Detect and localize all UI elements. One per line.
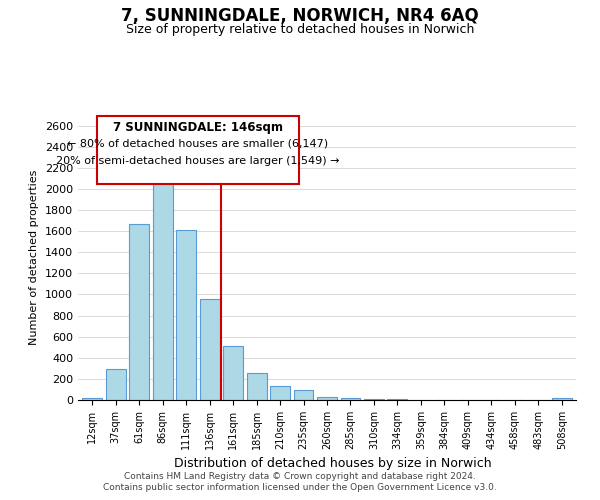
Text: 7, SUNNINGDALE, NORWICH, NR4 6AQ: 7, SUNNINGDALE, NORWICH, NR4 6AQ: [121, 8, 479, 26]
Bar: [106, 369, 125, 400]
Bar: [364, 399, 384, 400]
Text: ← 80% of detached houses are smaller (6,147): ← 80% of detached houses are smaller (6,…: [67, 138, 328, 148]
Bar: [223, 346, 243, 400]
Text: 20% of semi-detached houses are larger (1,549) →: 20% of semi-detached houses are larger (…: [56, 156, 340, 166]
Text: Contains HM Land Registry data © Crown copyright and database right 2024.: Contains HM Land Registry data © Crown c…: [124, 472, 476, 481]
Bar: [200, 298, 220, 400]
Bar: [129, 224, 149, 400]
Bar: [176, 230, 196, 400]
Bar: [152, 174, 173, 400]
Bar: [270, 386, 290, 400]
Bar: [247, 373, 266, 400]
Bar: [317, 397, 337, 400]
Text: Contains public sector information licensed under the Open Government Licence v3: Contains public sector information licen…: [103, 484, 497, 492]
Y-axis label: Number of detached properties: Number of detached properties: [29, 170, 40, 345]
Text: Size of property relative to detached houses in Norwich: Size of property relative to detached ho…: [126, 22, 474, 36]
Bar: [341, 398, 361, 400]
Bar: [82, 398, 102, 400]
Text: 7 SUNNINGDALE: 146sqm: 7 SUNNINGDALE: 146sqm: [113, 122, 283, 134]
FancyBboxPatch shape: [97, 116, 299, 184]
Text: Distribution of detached houses by size in Norwich: Distribution of detached houses by size …: [174, 458, 492, 470]
Bar: [552, 398, 572, 400]
Bar: [293, 390, 313, 400]
